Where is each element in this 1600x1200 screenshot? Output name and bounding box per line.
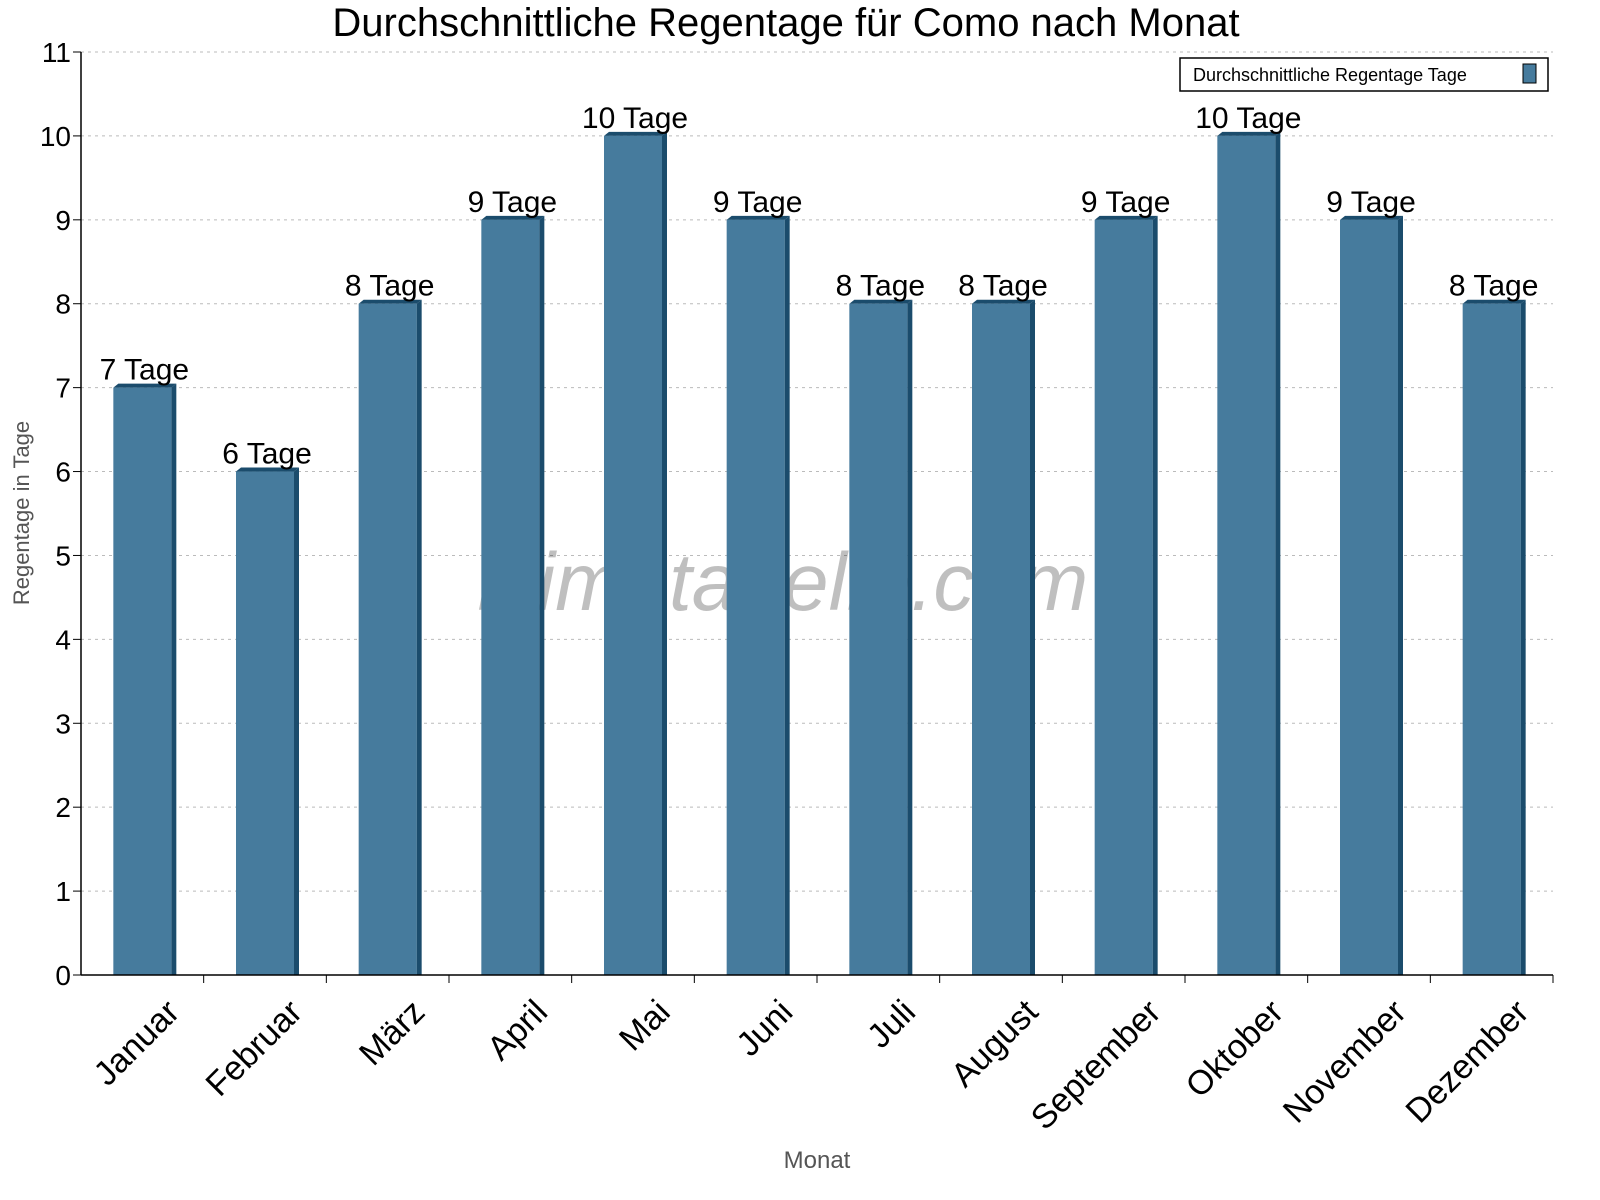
bar-top xyxy=(1340,215,1403,220)
bar-side xyxy=(907,299,913,975)
x-tick-label: Dezember xyxy=(1399,993,1537,1131)
bar-side xyxy=(294,467,299,975)
x-tick-label: Juni xyxy=(729,993,800,1064)
bar-top xyxy=(972,299,1035,304)
x-tick-label: April xyxy=(480,993,555,1068)
bar xyxy=(481,219,540,975)
bar-side xyxy=(1152,215,1158,975)
bar xyxy=(358,303,417,975)
x-tick-label: Juli xyxy=(860,993,923,1056)
y-tick-label: 2 xyxy=(55,792,71,823)
bar xyxy=(726,219,785,975)
bar-top xyxy=(726,215,790,220)
bar-side xyxy=(1275,131,1281,976)
data-label: 8 Tage xyxy=(1449,270,1539,303)
x-tick-label: November xyxy=(1276,993,1414,1131)
data-label: 10 Tage xyxy=(582,102,688,135)
y-tick-label: 4 xyxy=(55,624,71,655)
chart-title: Durchschnittliche Regentage für Como nac… xyxy=(332,1,1239,45)
bar-top xyxy=(358,299,422,304)
bar-side xyxy=(1398,215,1403,975)
bar-top xyxy=(604,131,667,136)
bar-top xyxy=(1462,299,1526,304)
bar-side xyxy=(662,131,667,976)
bars: 7 Tage 6 Tage 8 Tage 9 Tage 10 Tage 9 Tage 8 T… xyxy=(100,102,1539,976)
y-tick-label: 10 xyxy=(40,121,71,152)
bar-side xyxy=(1520,299,1526,975)
bar xyxy=(972,303,1030,975)
data-label: 8 Tage xyxy=(836,270,926,303)
data-label: 6 Tage xyxy=(222,438,312,471)
y-tick-label: 0 xyxy=(55,960,71,991)
bar-top xyxy=(113,383,177,388)
data-label: 7 Tage xyxy=(100,354,190,387)
y-tick-label: 3 xyxy=(55,708,71,739)
bar-top xyxy=(1217,131,1281,136)
bar-side xyxy=(539,215,545,975)
data-label: 8 Tage xyxy=(958,270,1048,303)
x-tick-label: Mai xyxy=(612,993,678,1059)
bar xyxy=(1094,219,1153,975)
y-tick-label: 6 xyxy=(55,457,71,488)
bar xyxy=(1217,135,1276,976)
y-tick-label: 5 xyxy=(55,540,71,571)
x-tick-label: August xyxy=(944,992,1046,1094)
bar-side xyxy=(171,383,177,975)
bar-top xyxy=(236,467,299,472)
x-axis-label: Monat xyxy=(784,1147,851,1174)
y-tick-label: 8 xyxy=(55,289,71,320)
x-tick-label: Januar xyxy=(87,993,187,1093)
data-label: 10 Tage xyxy=(1195,102,1301,135)
data-label: 8 Tage xyxy=(345,270,435,303)
legend-box xyxy=(1179,57,1549,92)
bar-side xyxy=(416,299,422,975)
bar-side xyxy=(1030,299,1035,975)
y-tick-label: 9 xyxy=(55,205,71,236)
data-label: 9 Tage xyxy=(468,186,558,219)
bar-top xyxy=(849,299,913,304)
bar-top xyxy=(1094,215,1158,220)
x-tick-label: März xyxy=(352,993,432,1073)
x-tick-label: Februar xyxy=(199,993,310,1104)
y-tick-label: 1 xyxy=(55,876,71,907)
bar-top xyxy=(481,215,545,220)
data-label: 9 Tage xyxy=(1326,186,1416,219)
x-tick-label: Oktober xyxy=(1179,993,1291,1105)
bar xyxy=(604,135,662,976)
grid-lines xyxy=(81,51,1553,892)
x-tick-label: September xyxy=(1024,993,1168,1137)
legend: Durchschnittliche Regentage Tage xyxy=(1179,57,1549,92)
bar xyxy=(1462,303,1521,975)
data-label: 9 Tage xyxy=(1081,186,1171,219)
y-axis-label: Regentage in Tage xyxy=(9,421,34,605)
bar xyxy=(849,303,908,975)
bar xyxy=(113,387,172,975)
data-label: 9 Tage xyxy=(713,186,803,219)
legend-swatch xyxy=(1522,63,1537,84)
bar xyxy=(236,471,294,975)
y-tick-label: 11 xyxy=(42,37,71,68)
legend-label: Durchschnittliche Regentage Tage xyxy=(1193,65,1467,85)
bar xyxy=(1340,219,1398,975)
y-tick-label: 7 xyxy=(55,373,71,404)
bar-side xyxy=(784,215,790,975)
